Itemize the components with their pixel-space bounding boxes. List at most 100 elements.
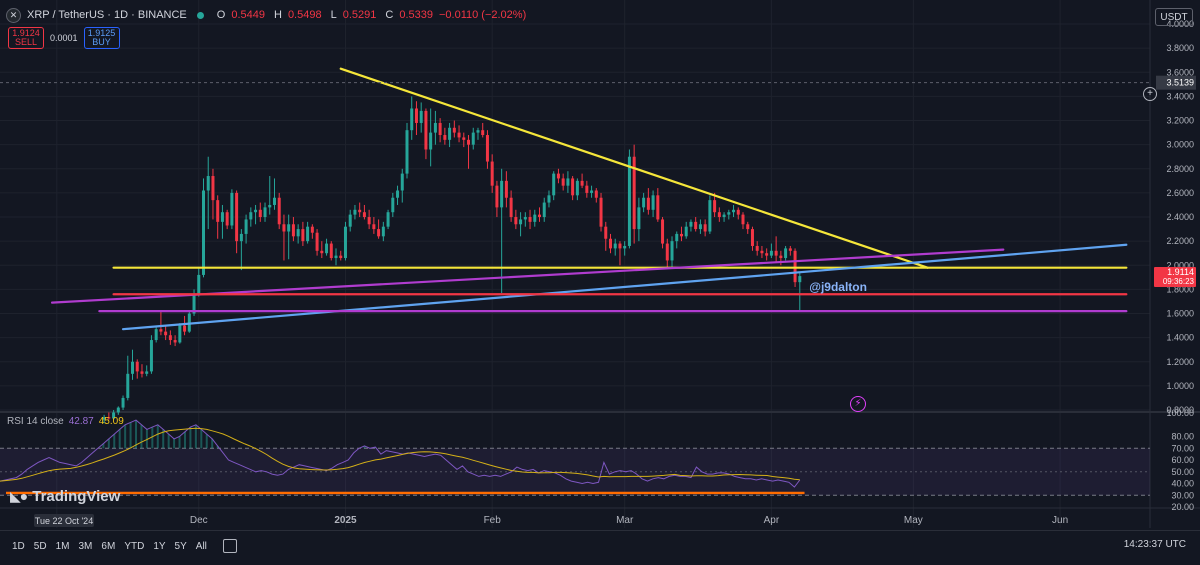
candle-body-11: [154, 329, 158, 341]
candle-body-0: [102, 417, 106, 420]
candle-body-5: [126, 373, 130, 398]
price-tick-label-6: 2.0000: [1166, 260, 1194, 270]
candle-body-50: [339, 255, 343, 259]
candle-body-44: [310, 226, 314, 233]
add-alert-plus-icon[interactable]: +: [1143, 87, 1157, 101]
price-tick-label-7: 2.2000: [1166, 236, 1194, 246]
candle-body-20: [197, 274, 201, 295]
symbol-title[interactable]: XRP / TetherUS · 1D · BINANCE: [27, 9, 187, 21]
ohlc-change: −0.0110 (−2.02%): [438, 9, 527, 21]
candle-body-84: [500, 180, 504, 208]
rsi-legend-ma: 45.09: [98, 416, 124, 427]
time-axis-label-dec: Dec: [190, 515, 208, 526]
candle-body-63: [400, 173, 404, 191]
range-button-5y[interactable]: 5Y: [174, 540, 187, 552]
candle-body-37: [277, 197, 281, 225]
rsi-tick-label-3: 50.00: [1171, 467, 1194, 477]
candle-body-127: [703, 224, 707, 232]
candle-body-1: [107, 417, 111, 419]
price-tick-label-10: 2.8000: [1166, 164, 1194, 174]
candle-body-116: [651, 195, 655, 210]
rsi-legend[interactable]: RSI 14 close 42.87 45.09: [7, 416, 124, 427]
range-button-ytd[interactable]: YTD: [124, 540, 145, 552]
candle-body-123: [684, 226, 688, 237]
candle-body-74: [452, 127, 456, 133]
candle-body-96: [556, 173, 560, 179]
candle-body-16: [178, 325, 182, 343]
range-button-3m[interactable]: 3M: [78, 540, 93, 552]
candle-body-59: [381, 226, 385, 237]
candle-body-87: [514, 217, 518, 225]
candle-body-72: [443, 135, 447, 140]
currency-selector[interactable]: USDT: [1155, 8, 1193, 26]
ohlc-close-label: C: [385, 9, 394, 21]
price-tick-label-8: 2.4000: [1166, 212, 1194, 222]
candle-body-147: [798, 276, 802, 283]
rsi-tick-label-7: 100.00: [1166, 408, 1194, 418]
range-button-5d[interactable]: 5D: [33, 540, 47, 552]
last-price-countdown: 09:36:23: [1163, 277, 1195, 286]
price-tick-label-16: 4.0000: [1166, 19, 1194, 29]
candle-body-40: [291, 224, 295, 237]
candle-body-27: [230, 192, 234, 226]
ohlc-open: 0.5449: [231, 9, 265, 21]
market-status-dot-icon: [196, 11, 204, 19]
range-button-all[interactable]: All: [195, 540, 207, 552]
candle-body-34: [263, 207, 267, 218]
candle-body-140: [765, 253, 769, 256]
candle-body-53: [353, 209, 357, 215]
candle-body-38: [282, 224, 286, 232]
candle-body-61: [391, 197, 395, 213]
rsi-overbought-fill: [102, 420, 377, 449]
price-tick-label-0: 0.8000: [1166, 405, 1194, 415]
rsi-legend-label: RSI 14 close: [7, 416, 64, 427]
candle-body-49: [334, 255, 338, 259]
range-button-1y[interactable]: 1Y: [153, 540, 166, 552]
ohlc-high-label: H: [273, 9, 282, 21]
candle-body-110: [623, 245, 627, 249]
rsi-line: [0, 419, 801, 488]
tradingview-watermark[interactable]: ◣● TradingView: [10, 488, 120, 505]
candle-body-55: [362, 212, 366, 218]
candle-body-86: [509, 197, 513, 218]
candle-body-146: [793, 250, 797, 283]
time-axis-label-apr: Apr: [764, 515, 780, 526]
candle-body-128: [708, 200, 712, 232]
candle-body-3: [116, 407, 120, 413]
drawing-handle-icon[interactable]: ⚡: [850, 396, 866, 412]
time-axis-label-may: May: [904, 515, 923, 526]
candle-body-66: [414, 108, 418, 123]
candle-body-29: [239, 233, 243, 242]
calendar-icon[interactable]: [222, 539, 237, 553]
price-tick-label-1: 1.0000: [1166, 381, 1194, 391]
candle-body-98: [566, 178, 570, 186]
rsi-tick-label-4: 60.00: [1171, 455, 1194, 465]
ohlc-low-label: L: [330, 9, 337, 21]
price-tick-label-9: 2.6000: [1166, 188, 1194, 198]
candle-body-14: [168, 335, 172, 341]
range-button-1d[interactable]: 1D: [12, 540, 25, 552]
buy-button[interactable]: 1.9125 BUY: [83, 27, 120, 49]
candle-body-36: [272, 197, 276, 205]
candle-body-124: [689, 221, 693, 227]
range-button-1m[interactable]: 1M: [55, 540, 70, 552]
time-axis-label-jun: Jun: [1052, 515, 1068, 526]
candle-body-26: [225, 212, 229, 226]
bottom-toolbar: 1D 5D 1M 3M 6M YTD 1Y 5Y All 14:23:37 UTC: [0, 530, 1200, 561]
sell-button[interactable]: 1.9124 SELL: [8, 27, 44, 49]
candle-body-78: [471, 132, 475, 145]
crosshair-date-label: Tue 22 Oct '24: [34, 514, 94, 527]
candle-body-4: [121, 397, 125, 408]
candle-body-35: [268, 204, 272, 208]
candle-body-144: [784, 248, 788, 259]
candle-body-109: [618, 243, 622, 249]
candle-body-70: [433, 122, 437, 133]
buy-price: 1.9125: [87, 28, 116, 38]
candle-body-83: [495, 185, 499, 208]
candle-body-139: [760, 250, 764, 254]
candle-body-15: [173, 340, 177, 343]
range-button-6m[interactable]: 6M: [101, 540, 116, 552]
candle-body-10: [149, 340, 153, 372]
candle-body-31: [249, 212, 253, 220]
